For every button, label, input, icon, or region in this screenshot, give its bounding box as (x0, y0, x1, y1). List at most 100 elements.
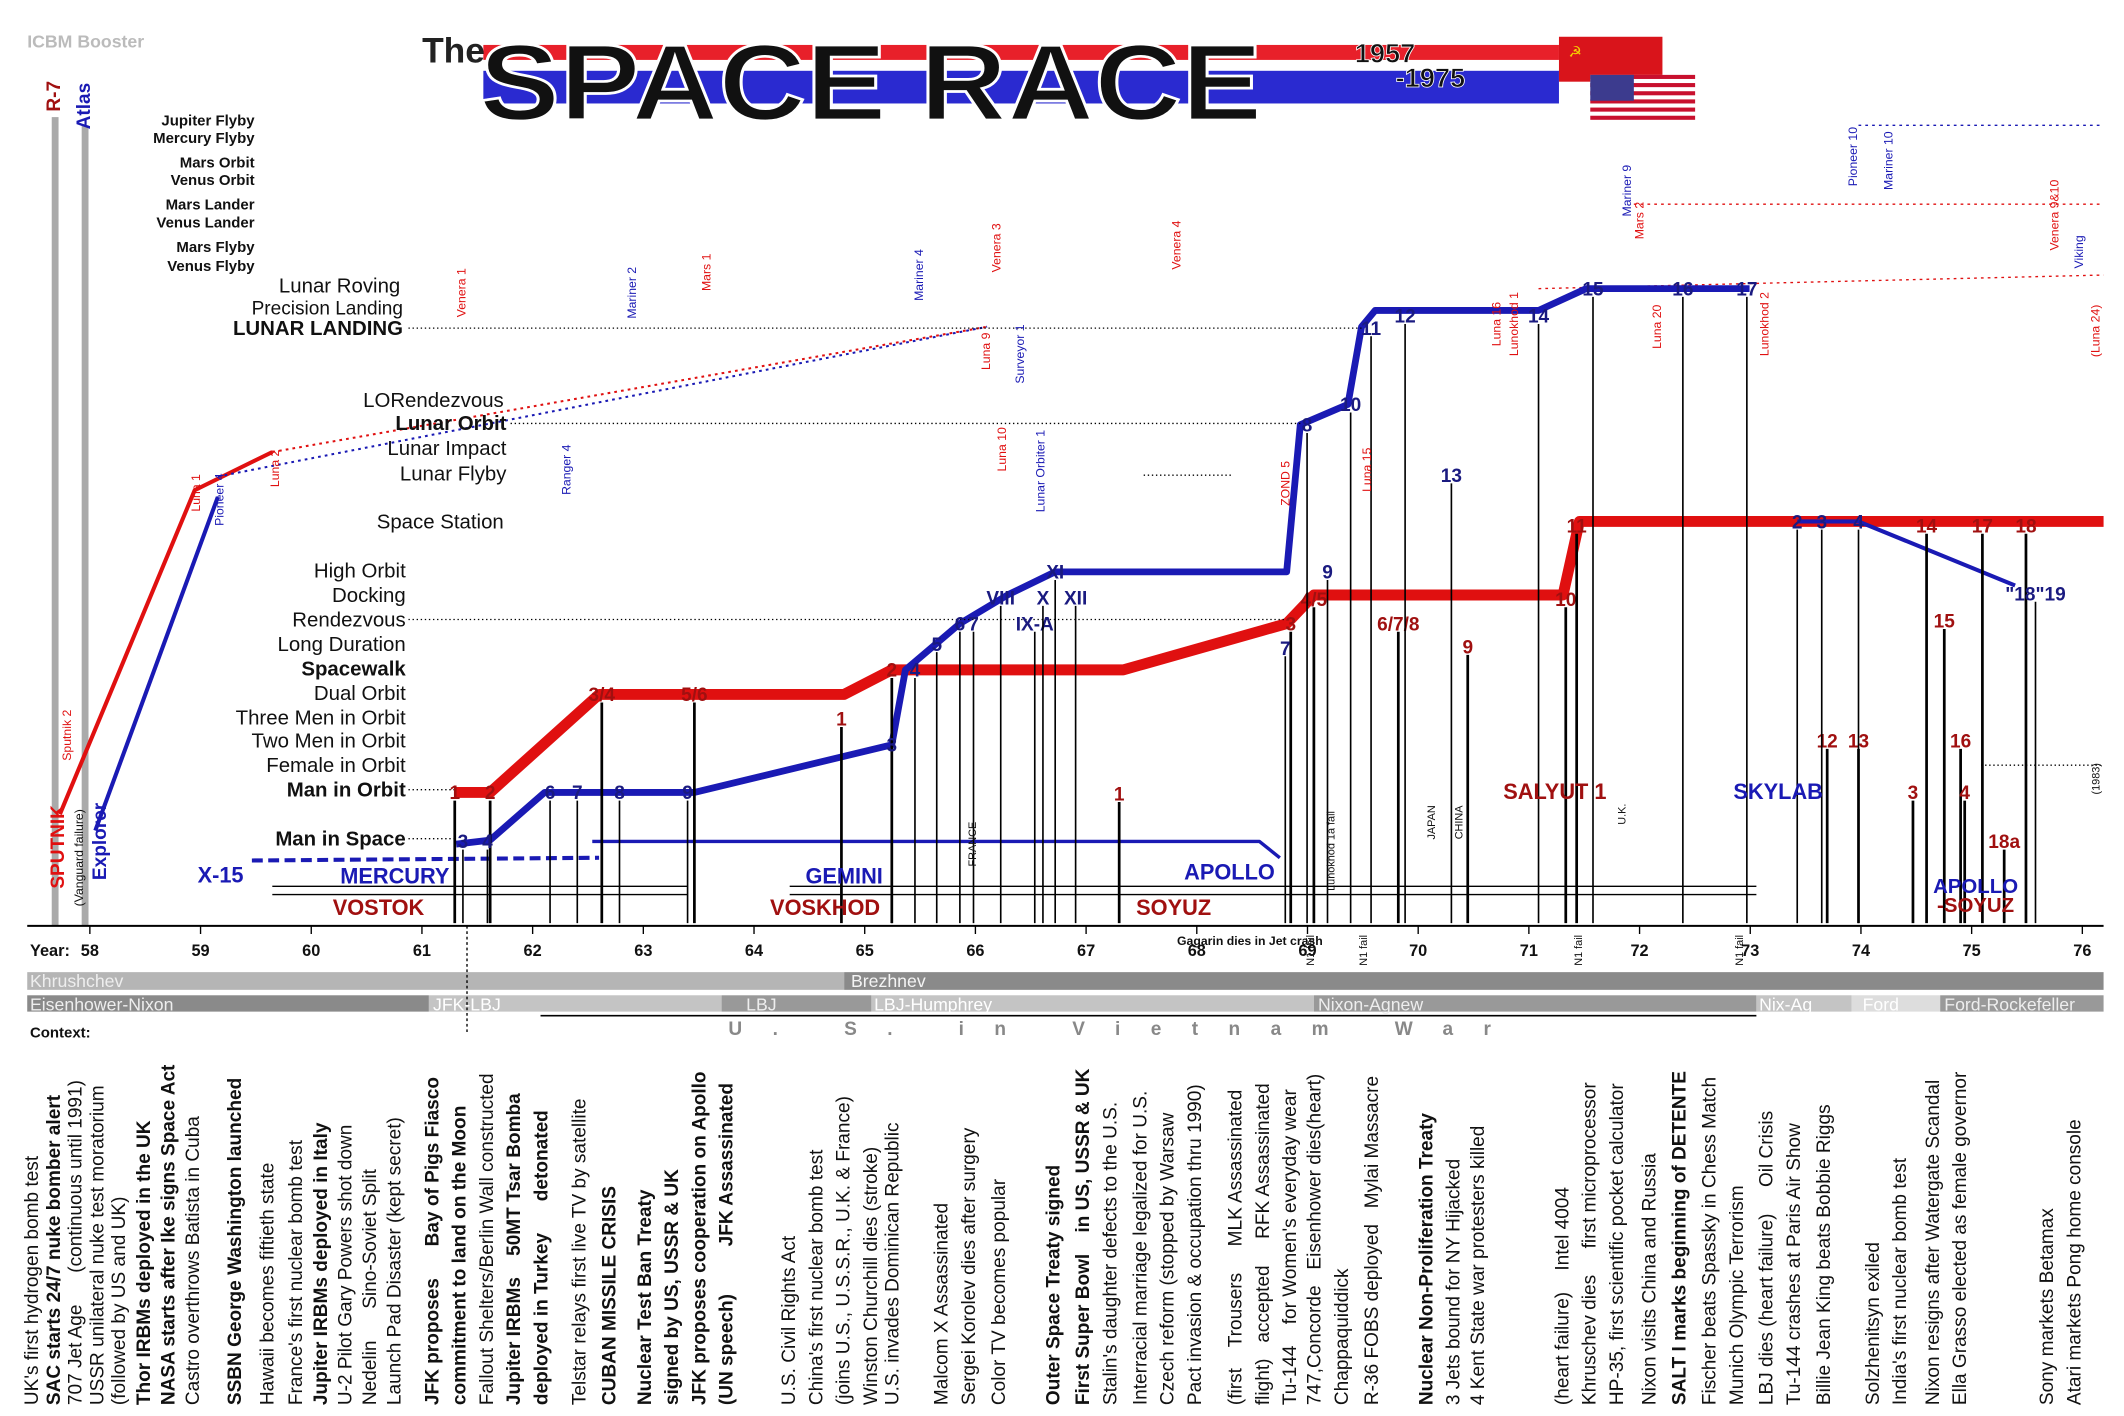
flight-number: X (1037, 589, 1050, 610)
mission-label: Pioneer 10 (1846, 127, 1860, 186)
r7-bar (51, 117, 59, 926)
year-label: 58 (81, 942, 99, 960)
mission-label: Luna 20 (1650, 304, 1664, 348)
milestone-label: Docking (332, 585, 406, 607)
context-event: Sergei Korolev dies after surgery (959, 1127, 980, 1405)
milestone-label: LUNAR LANDING (233, 318, 403, 340)
year-label: 69 (1298, 942, 1316, 960)
program-label: MERCURY (340, 864, 450, 889)
context-event: Fallout Shelters/Berlin Wall constructed (477, 1073, 498, 1405)
ussr-progress-line (456, 516, 2104, 798)
flight-number: 17 (1736, 279, 1757, 300)
context-event: Nuclear Test Ban Treaty (635, 1189, 656, 1405)
flight-number: 6 (955, 614, 966, 635)
stripe (1590, 91, 1696, 96)
mission-label: N1 fail (1734, 935, 1746, 966)
flight-number: 2 (887, 661, 898, 682)
flight-number: 2 (1792, 512, 1803, 533)
mission-label: Luna 9 (979, 332, 993, 370)
context-event: Jupiter IRBMs 50MT Tsar Bomba (504, 1093, 525, 1405)
context-event: JFK proposes cooperation on Apollo (689, 1071, 710, 1405)
us-leader: Eisenhower-Nixon (30, 994, 174, 1014)
year-label: 65 (856, 942, 874, 960)
program-label: VOSTOK (333, 895, 425, 920)
program-label: APOLLO (1933, 876, 2018, 898)
context-heading: Context: (30, 1024, 91, 1041)
flight-number: 5 (931, 635, 942, 656)
context-event: Sony markets Betamax (2037, 1208, 2058, 1405)
context-event: Pact invasion & occupation thru 1990) (1185, 1084, 1206, 1405)
year-label: 68 (1188, 942, 1206, 960)
context-event: Czech reform (stopped by Warsaw (1158, 1112, 1179, 1405)
title: SPACE RACE (479, 22, 1262, 144)
flight-number: 4/5 (1301, 590, 1328, 611)
us-leader: Ford (1863, 994, 1899, 1014)
booster-label: R-7 (44, 81, 65, 112)
context-event: LBJ dies (heart failure) Oil Crisis (1757, 1111, 1778, 1405)
ussr-flag (1558, 36, 1663, 82)
title-end-year: -1975 (1396, 62, 1466, 93)
mission-label: Venera 4 (1169, 220, 1183, 269)
context-event: commitment to land on the Moon (450, 1106, 471, 1405)
flight-number: 16 (1672, 279, 1693, 300)
leader-bar-us (428, 995, 722, 1012)
mission-label: Lunokhod 2 (1758, 292, 1772, 356)
mission-label: Mars 2 (1632, 202, 1646, 240)
flight-number: 3 (887, 736, 898, 757)
context-event: Tu-144 crashes at Paris Air Show (1784, 1123, 1805, 1405)
milestone-label: Man in Orbit (287, 780, 406, 802)
flight-number: 3 (458, 832, 469, 853)
context-event: JFK proposes Bay of Pigs Fiasco (422, 1077, 443, 1405)
context-event: 747,Concorde Eisenhower dies(heart) (1305, 1074, 1326, 1405)
us-leader: Nixon-Agnew (1318, 994, 1423, 1014)
flight-number: 7 (572, 783, 583, 804)
ussr-planetary-dotted (1538, 274, 2104, 290)
context-event: R-36 FOBS deployed Mylai Massacre (1362, 1076, 1383, 1405)
flight-number: 9 (1322, 563, 1333, 584)
skylab-line (1797, 519, 2016, 588)
flight-number: 17 (1972, 516, 1993, 537)
flight-number: 7 (1280, 639, 1291, 660)
flight-number: 12 (1395, 307, 1416, 328)
program-label: APOLLO (1184, 860, 1275, 885)
mission-label: FRANCE (967, 822, 979, 867)
stripe (1590, 107, 1696, 112)
mission-label: Sputnik 2 (60, 710, 74, 761)
context-event: Tu-144 for Women's everyday wear (1280, 1089, 1301, 1406)
milestone-label: Rendezvous (292, 609, 405, 631)
milestone-label: Venus Lander (156, 214, 254, 231)
flight-number: 4 (1959, 783, 1970, 804)
year-label: 72 (1630, 942, 1648, 960)
program-label: VOSKHOD (770, 895, 880, 920)
apollo-line (592, 839, 1281, 860)
flight-number: 4 (1853, 512, 1864, 533)
title-prefix: The (422, 32, 485, 71)
flight-number: 10 (1555, 590, 1576, 611)
mission-label: Lunokhod 1a fail (1325, 811, 1337, 891)
flight-number: 2 (485, 783, 496, 804)
flight-number: 18 (2015, 516, 2036, 537)
us-canton (1590, 74, 1634, 101)
context-event: (first Trousers MLK Assassinated (1226, 1090, 1247, 1405)
mission-label: Surveyor 1 (1013, 324, 1027, 383)
axis-label: Year: (30, 942, 70, 960)
program-label: X-15 (198, 862, 244, 887)
milestone-label: Precision Landing (252, 299, 403, 320)
flight-number: 3 (1285, 614, 1296, 635)
context-event: Castro overthrows Batista in Cuba (183, 1116, 204, 1405)
flight-number: 3 (1908, 783, 1919, 804)
flight-number: 3 (1816, 512, 1827, 533)
mission-label: Luna 10 (995, 427, 1009, 471)
mission-label: CHINA (1453, 805, 1465, 840)
context-event: Atari markets Pong home console (2064, 1119, 2085, 1405)
title-start-year: 1957 (1355, 38, 1416, 69)
leader-bar-us (1940, 995, 2104, 1012)
ussr-leader: Khrushchev (30, 971, 124, 991)
mission-label: JAPAN (1426, 805, 1438, 839)
flight-number: 6/7/8 (1377, 614, 1419, 635)
flight-number: 13 (1441, 466, 1462, 487)
context-event: Nixon visits China and Russia (1640, 1153, 1661, 1405)
leader-bar-us (1756, 995, 1852, 1012)
